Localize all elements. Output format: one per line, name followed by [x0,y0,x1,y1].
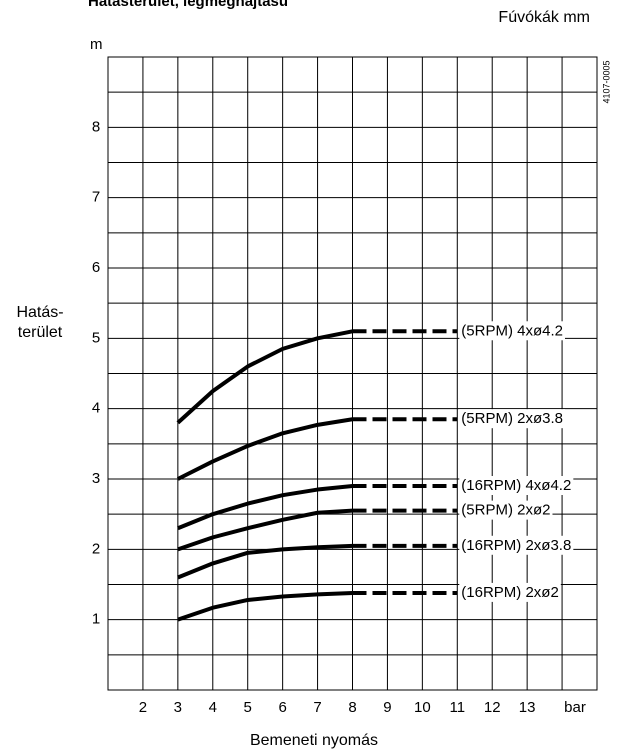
series-label-bg [459,535,574,555]
y-tick-label: 3 [92,470,100,487]
x-tick-label: 12 [484,699,501,716]
x-tick-label: 4 [209,699,217,716]
series-line [177,508,353,552]
x-tick-label: 11 [449,699,465,716]
y-unit: m [90,36,103,53]
series-label-bg [459,582,561,602]
series-line [176,417,353,481]
y-tick-label: 1 [92,611,100,628]
y-tick-label: 7 [92,189,100,206]
chart-subtitle: Fúvókák mm [498,9,590,26]
x-tick-label: 6 [278,699,286,716]
x-tick-label: 5 [244,699,252,716]
series-label-bg [459,500,553,520]
series-label-bg [459,321,565,341]
x-tick-label: 8 [348,699,356,716]
x-tick-label: 7 [313,699,321,716]
chart-title: Hatásterület, legmeghajtású [88,0,288,10]
series-label: (16RPM) 2xø3.8 [461,537,571,554]
y-tick-label: 5 [92,329,100,346]
plot-frame [107,56,598,691]
series-line [177,590,353,622]
series-label: (16RPM) 2xø2 [461,584,559,601]
series-label: (5RPM) 2xø3.8 [461,410,563,427]
x-tick-label: 9 [383,699,391,716]
series-line [177,484,353,531]
series-label: (5RPM) 2xø2 [461,502,550,519]
series-line [177,543,353,580]
y-axis-label: Hatás- [16,304,63,321]
x-unit: bar [564,699,586,716]
x-tick-label: 13 [519,699,536,716]
y-tick-label: 4 [92,400,100,417]
y-tick-label: 6 [92,259,100,276]
x-axis-label: Bemeneti nyomás [250,732,378,749]
series-line [176,329,353,425]
x-tick-label: 10 [414,699,431,716]
y-axis-label: terület [18,324,63,341]
series-label-bg [459,476,574,496]
figure-code: 4107-0005 [601,60,611,103]
series-label: (5RPM) 4xø4.2 [461,322,563,339]
x-tick-label: 2 [139,699,147,716]
y-tick-label: 8 [92,118,100,135]
series-label-bg [459,409,565,429]
series-label: (16RPM) 4xø4.2 [461,477,571,494]
x-tick-label: 3 [174,699,182,716]
y-tick-label: 2 [92,540,100,557]
